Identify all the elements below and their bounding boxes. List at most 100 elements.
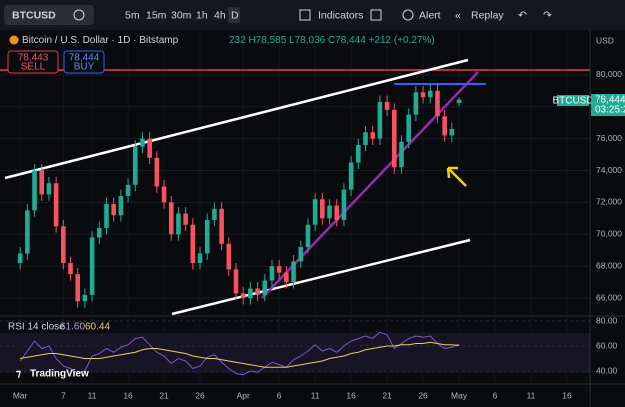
sell-price: 78,443 (18, 53, 49, 64)
candle-body (61, 226, 66, 264)
y-tick-label: 66,000 (596, 292, 622, 302)
candle-body (384, 101, 390, 110)
channel-top[interactable] (4, 58, 469, 180)
timeframe-active (228, 7, 240, 23)
candle-body (442, 116, 447, 136)
symbol-tag (557, 95, 589, 106)
candle-body (233, 269, 239, 294)
candle-body (413, 92, 419, 115)
trend-line[interactable] (261, 71, 479, 299)
candle-body (399, 141, 404, 168)
x-tick-label: 16 (123, 390, 133, 400)
candle-body (370, 132, 376, 139)
candle-body (456, 99, 462, 104)
toolbar (0, 0, 625, 30)
last-price: 78,444 (595, 95, 625, 106)
rsi-title: RSI 14 close (8, 322, 65, 333)
rsi-tick-label: 60.00 (596, 340, 618, 350)
candle-body (82, 294, 88, 302)
candle-body (140, 138, 145, 147)
candle-body (96, 227, 102, 238)
candle-body (226, 243, 232, 270)
candle-body (348, 162, 354, 190)
symbol-box[interactable] (4, 5, 94, 25)
redo[interactable]: ↷ (543, 9, 552, 21)
undo[interactable]: ↶ (518, 9, 527, 21)
y-tick-label: 68,000 (596, 260, 622, 270)
x-tick-label: 11 (88, 390, 97, 400)
candle-body (255, 288, 260, 295)
x-tick-label: 16 (562, 390, 572, 400)
rsi-line (19, 331, 460, 376)
last-price-tag (591, 94, 625, 116)
timeframe[interactable]: 5m (125, 9, 140, 21)
channel-bottom[interactable] (171, 238, 471, 316)
candle-body (291, 261, 296, 283)
countdown: 03:25:27 (595, 105, 625, 116)
indicators-button[interactable]: Indicators (318, 9, 364, 21)
buy-button[interactable] (63, 50, 105, 74)
timeframe[interactable]: D (231, 9, 239, 21)
y-tick-label: 70,000 (596, 229, 622, 239)
candle-body (53, 183, 59, 227)
x-tick-label: 6 (277, 390, 282, 400)
candle-body (435, 90, 440, 117)
candle-body (68, 263, 73, 275)
indicators-icon (299, 9, 311, 21)
rsi-ma-value: 60.44 (85, 322, 110, 333)
candle-body (276, 266, 282, 273)
candle-body (132, 146, 138, 185)
rsi-value: 61.60 (60, 322, 85, 333)
candle-body (420, 92, 426, 98)
candle-body (391, 109, 397, 168)
legend-ohlc: 232 H78,585 L78,036 C78,444 +212 (+0.27%… (229, 35, 435, 46)
candle-body (39, 170, 45, 195)
x-tick-label: 16 (346, 390, 356, 400)
x-tick-label: May (451, 390, 468, 400)
candle-body (104, 203, 109, 228)
x-tick-label: 21 (159, 390, 169, 400)
alert-icon (402, 9, 414, 21)
candle-body (427, 90, 433, 98)
arrow[interactable] (446, 166, 467, 187)
buy-price: 78,444 (69, 53, 100, 64)
y-tick-label: 74,000 (596, 165, 622, 175)
legend-title: Bitcoin / U.S. Dollar · 1D · Bitstamp (22, 35, 179, 46)
replay-button[interactable]: Replay (471, 9, 504, 21)
x-tick-label: 21 (382, 390, 392, 400)
candle-body (118, 196, 124, 216)
logo: TradingView (30, 369, 89, 380)
candle-body (219, 208, 224, 244)
candle-body (334, 205, 340, 220)
timeframe[interactable]: 15m (146, 9, 167, 21)
candle-body (212, 208, 217, 220)
candle-body (449, 129, 455, 136)
candle-body (75, 274, 81, 302)
alert-button[interactable]: Alert (419, 9, 441, 21)
timeframe[interactable]: 1h (196, 9, 208, 21)
compare-icon[interactable] (73, 9, 85, 21)
x-tick-label: 26 (418, 390, 428, 400)
candle-body (125, 184, 131, 197)
replay-icon: « (455, 9, 461, 21)
y-tick-label: 72,000 (596, 197, 622, 207)
candle-body (262, 280, 268, 295)
timeframe[interactable]: 4h (214, 9, 226, 21)
layout-icon[interactable] (370, 9, 382, 21)
candle-body (377, 101, 383, 139)
candle-body (89, 237, 95, 295)
btc-icon (9, 35, 19, 45)
rsi-line (20, 341, 460, 368)
candle-body (305, 224, 311, 248)
candle-body (17, 253, 23, 264)
rsi-tick-label: 80.00 (596, 315, 618, 325)
candle-body (320, 199, 325, 219)
candle-body (269, 266, 275, 281)
candle-body (204, 219, 210, 254)
sell-button[interactable] (7, 50, 59, 74)
candle-body (240, 293, 246, 299)
x-tick-label: 11 (527, 390, 536, 400)
rsi-band (0, 333, 590, 373)
candle-body (406, 114, 411, 142)
timeframe[interactable]: 30m (171, 9, 192, 21)
